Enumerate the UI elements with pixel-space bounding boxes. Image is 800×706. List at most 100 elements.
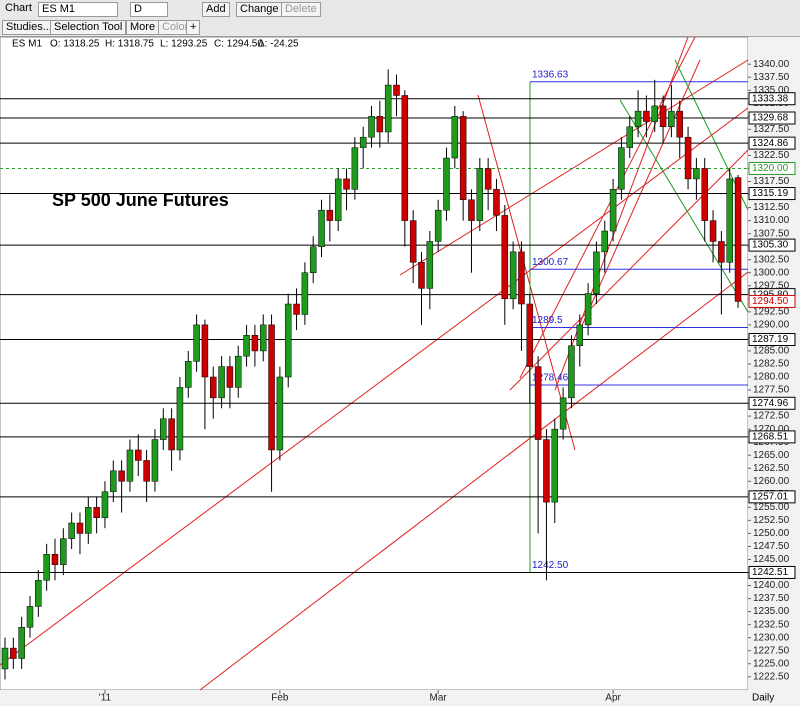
level-label: 1257.01 xyxy=(752,491,789,502)
candle-body xyxy=(684,136,692,180)
more-button[interactable]: More xyxy=(126,20,160,35)
candle-body xyxy=(509,251,517,300)
level-box xyxy=(748,490,796,504)
candle-body xyxy=(110,470,117,492)
plus-button[interactable]: + xyxy=(186,20,201,35)
candle-body xyxy=(243,335,250,357)
level-box xyxy=(748,92,796,106)
last-price-label: 1294.50 xyxy=(752,296,789,307)
level-label: 1295.80 xyxy=(752,289,789,300)
y-tick-label: 1270.00 xyxy=(753,424,790,435)
level-box xyxy=(748,187,796,201)
candle-body xyxy=(409,220,417,263)
candle-body xyxy=(351,147,359,190)
y-tick-label: 1302.50 xyxy=(753,254,790,265)
add-button[interactable]: Add xyxy=(202,2,230,17)
candle-body xyxy=(176,387,184,451)
y-tick-label: 1285.00 xyxy=(753,346,790,357)
y-tick-label: 1340.00 xyxy=(753,59,790,70)
trend-lines xyxy=(0,36,749,691)
trend-line xyxy=(477,94,576,451)
candle-body xyxy=(60,538,67,565)
info-change: Δ: -24.25 xyxy=(258,39,299,50)
candle-body xyxy=(443,157,450,211)
delete-button[interactable]: Delete xyxy=(281,2,321,17)
studies-button[interactable]: Studies... xyxy=(2,20,56,35)
candle-body xyxy=(68,522,75,539)
interval-box[interactable]: D xyxy=(130,2,168,17)
candle-body xyxy=(693,168,700,180)
y-tick-label: 1312.50 xyxy=(753,202,790,213)
level-box xyxy=(748,565,796,579)
trend-line xyxy=(399,59,749,276)
y-tick-label: 1300.00 xyxy=(753,267,790,278)
chart-title: SP 500 June Futures xyxy=(52,190,229,210)
color-button[interactable]: Color xyxy=(158,20,193,35)
candle-body xyxy=(309,246,317,273)
candle-body xyxy=(468,199,475,221)
candle-body xyxy=(143,460,150,482)
candle-body xyxy=(709,220,717,242)
candle-body xyxy=(393,84,400,96)
candle-body xyxy=(85,507,92,534)
trend-line xyxy=(509,149,749,391)
candle-body xyxy=(218,366,225,399)
x-tick-label: Apr xyxy=(605,693,621,704)
y-tick-label: 1292.50 xyxy=(753,306,790,317)
candle-body xyxy=(501,215,509,300)
y-tick-label: 1252.50 xyxy=(753,515,790,526)
fib-label: 1289.5 xyxy=(532,315,563,326)
level-label: 1305.30 xyxy=(752,240,789,251)
candle-body xyxy=(135,449,142,461)
candle-body xyxy=(634,110,642,128)
candle-body xyxy=(343,178,350,190)
candle-body xyxy=(626,126,633,148)
y-tick-label: 1237.50 xyxy=(753,593,790,604)
candle-body xyxy=(734,177,742,302)
tool-button[interactable]: Selection Tool xyxy=(50,20,127,35)
candle-body xyxy=(118,470,125,482)
level-label: 1242.51 xyxy=(752,567,789,578)
level-label: 1320.00 xyxy=(752,163,789,174)
info-open: O: 1318.25 xyxy=(50,39,100,50)
y-tick-label: 1260.00 xyxy=(753,476,790,487)
candle-body xyxy=(35,580,42,607)
candle-body xyxy=(168,418,175,451)
plot-area xyxy=(0,36,749,691)
candle-body xyxy=(493,189,500,216)
y-tick-label: 1280.00 xyxy=(753,372,790,383)
candle-body xyxy=(51,554,59,565)
candle-body xyxy=(676,110,683,138)
candle-body xyxy=(451,116,459,159)
y-tick-label: 1230.00 xyxy=(753,632,790,643)
candle-body xyxy=(659,105,667,128)
level-label: 1287.19 xyxy=(752,334,789,345)
level-label: 1324.86 xyxy=(752,138,789,149)
x-axis-area xyxy=(0,690,748,706)
y-tick-label: 1250.00 xyxy=(753,528,790,539)
candle-body xyxy=(368,116,375,138)
candle-body xyxy=(643,110,650,122)
symbol-box[interactable]: ES M1 xyxy=(38,2,118,17)
candle-body xyxy=(668,110,675,128)
candle-body xyxy=(609,189,617,232)
candle-body xyxy=(601,230,609,253)
candle-body xyxy=(226,366,234,388)
candle-body xyxy=(559,397,567,430)
trend-line xyxy=(199,271,749,691)
x-tick-label: '11 xyxy=(99,693,112,704)
level-box xyxy=(748,333,796,347)
candle-body xyxy=(543,439,550,503)
candle-body xyxy=(551,428,559,503)
period-label: Daily xyxy=(752,693,774,704)
change-button[interactable]: Change xyxy=(236,2,283,17)
level-box xyxy=(748,161,796,175)
trend-line xyxy=(619,99,749,313)
level-label: 1329.68 xyxy=(752,113,789,124)
candle-body xyxy=(126,449,134,482)
candle-body xyxy=(101,491,109,519)
candle-body xyxy=(276,376,284,451)
info-low: L: 1293.25 xyxy=(160,39,208,50)
